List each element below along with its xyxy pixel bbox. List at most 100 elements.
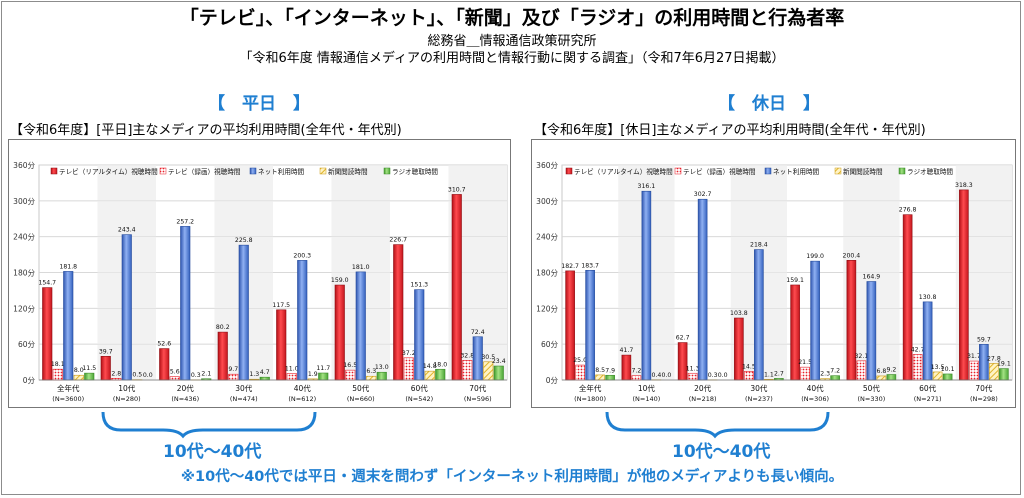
data-label: 32.8 (460, 352, 474, 359)
legend-swatch (159, 167, 167, 175)
data-label: 14.8 (423, 363, 437, 370)
data-label: 182.7 (561, 263, 579, 270)
organization-name: 総務省＿情報通信政策研究所 (427, 34, 597, 49)
legend-label: ラジオ聴取時間 (907, 167, 953, 176)
x-tick-sublabel: (N=306) (801, 395, 829, 403)
data-label: 2.3 (820, 371, 830, 378)
y-tick-label: 120分 (13, 304, 35, 313)
x-tick-sublabel: (N=474) (230, 395, 258, 403)
data-label: 37.2 (402, 350, 416, 357)
x-tick-label: 50代 (352, 383, 370, 393)
bracket-weekday (101, 411, 317, 439)
legend-swatch (383, 167, 391, 175)
data-label: 130.8 (919, 294, 937, 301)
y-tick-label: 60分 (18, 340, 36, 349)
data-label: 154.7 (38, 280, 56, 287)
data-label: 0.5 (132, 372, 142, 379)
data-label: 11.0 (285, 365, 299, 372)
data-label: 25.0 (573, 357, 587, 364)
data-label: 59.7 (977, 336, 991, 343)
data-label: 0.3 (191, 372, 201, 379)
legend-label: ラジオ聴取時間 (392, 167, 438, 176)
data-label: 183.7 (581, 262, 599, 269)
data-label: 199.0 (806, 253, 824, 260)
x-tick-label: 60代 (411, 383, 429, 393)
data-label: 7.9 (605, 367, 615, 374)
data-label: 310.7 (448, 186, 466, 193)
data-label: 181.0 (352, 264, 370, 271)
data-label: 302.7 (694, 191, 712, 198)
data-label: 276.8 (899, 207, 917, 214)
y-tick-label: 0分 (23, 376, 36, 385)
data-label: 2.1 (201, 371, 211, 378)
data-label: 39.7 (99, 348, 113, 355)
data-label: 218.4 (750, 242, 768, 249)
legend-label: ネット利用時間 (258, 167, 305, 176)
data-label: 0.0 (718, 372, 728, 379)
legend-swatch (565, 167, 573, 175)
y-tick-label: 120分 (536, 304, 558, 313)
x-tick-sublabel: (N=612) (288, 395, 316, 403)
data-label: 0.0 (143, 372, 153, 379)
survey-name: 「令和6年度 情報通信メディアの利用時間と情報行動に関する調査」（令和7年6月2… (239, 51, 785, 66)
data-label: 226.7 (389, 237, 407, 244)
legend-swatch (764, 167, 772, 175)
x-tick-label: 全年代 (57, 383, 80, 393)
data-label: 117.5 (272, 302, 290, 309)
x-tick-label: 40代 (807, 383, 825, 393)
data-label: 9.7 (228, 366, 238, 373)
x-tick-label: 70代 (975, 383, 993, 393)
data-label: 30.5 (481, 354, 495, 361)
y-tick-label: 360分 (536, 161, 558, 170)
legend-swatch (674, 167, 682, 175)
x-tick-label: 10代 (118, 383, 136, 393)
legend-label: テレビ（録画）視聴時間 (168, 167, 241, 176)
x-tick-sublabel: (N=3600) (52, 395, 84, 403)
x-tick-label: 10代 (638, 383, 656, 393)
data-label: 6.3 (366, 368, 376, 375)
data-label: 52.6 (157, 341, 171, 348)
chart-title-holiday: 【令和6年度】[休日]主なメディアの平均利用時間(全年代・年代別) (534, 123, 926, 138)
data-label: 5.6 (170, 369, 180, 376)
data-label: 7.2 (830, 368, 840, 375)
data-label: 103.8 (730, 310, 748, 317)
footnote: ※10代～40代では平日・週末を問わず「インターネット利用時間」が他のメディアよ… (180, 469, 844, 485)
chart-title-weekday: 【令和6年度】[平日]主なメディアの平均利用時間(全年代・年代別) (10, 123, 402, 138)
x-tick-sublabel: (N=280) (113, 395, 141, 403)
data-label: 9.2 (886, 367, 896, 374)
data-label: 7.2 (631, 368, 641, 375)
legend-label: 新聞閲読時間 (843, 167, 883, 176)
legend-label: 新聞閲読時間 (328, 167, 368, 176)
chart-panel-holiday: 0分 60分 120分 180分 240分 300分 360分 182.7 25.0 183.7 8… (531, 139, 1016, 408)
x-tick-sublabel: (N=298) (970, 395, 998, 403)
data-label: 80.2 (216, 324, 230, 331)
data-label: 62.7 (676, 335, 690, 342)
data-label: 225.8 (235, 237, 253, 244)
y-tick-label: 0分 (546, 376, 559, 385)
x-tick-sublabel: (N=596) (464, 395, 492, 403)
legend-swatch (50, 167, 58, 175)
y-tick-label: 240分 (13, 233, 35, 242)
y-tick-label: 300分 (13, 197, 35, 206)
data-label: 72.4 (471, 329, 485, 336)
x-tick-label: 70代 (469, 383, 487, 393)
y-tick-label: 180分 (536, 269, 558, 278)
data-label: 11.7 (316, 365, 330, 372)
x-tick-label: 50代 (863, 383, 881, 393)
x-tick-label: 全年代 (579, 383, 602, 393)
data-label: 13.5 (931, 364, 945, 371)
data-label: 18.1 (51, 361, 65, 368)
data-label: 11.5 (82, 365, 96, 372)
data-label: 19.1 (997, 361, 1011, 368)
chart-weekday: 0分 60分 120分 180分 240分 300分 360分 154.7 18.1 181.8 8… (13, 161, 508, 403)
section-weekday-heading: 【 平日 】 (208, 94, 310, 114)
bracket-holiday (605, 411, 830, 439)
legend-swatch (834, 167, 842, 175)
legend-swatch (898, 167, 906, 175)
data-label: 1.9 (308, 371, 318, 378)
legend-label: ネット利用時間 (773, 167, 820, 176)
page-title: 「テレビ」、「インターネット」、「新聞」及び「ラジオ」の利用時間と行為者率 (179, 7, 845, 29)
y-tick-label: 360分 (13, 161, 35, 170)
